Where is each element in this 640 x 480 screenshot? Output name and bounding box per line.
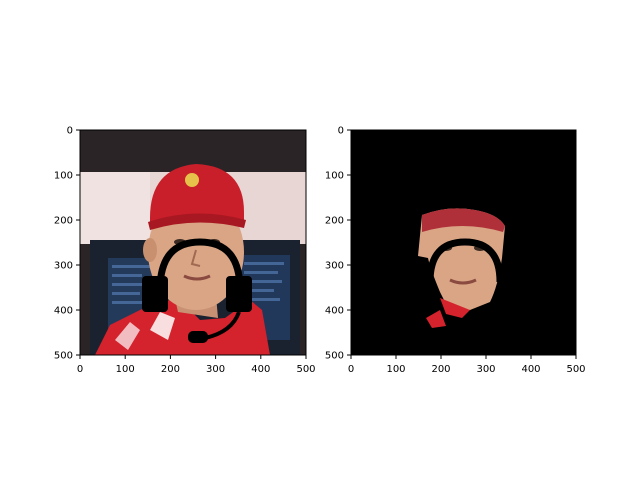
- segmented-mask: [351, 130, 576, 355]
- right-x-ticks: 0 100 200 300 400 500: [348, 355, 586, 375]
- y-tick-label: 300: [54, 261, 73, 272]
- x-tick-label: 0: [348, 364, 354, 375]
- left-x-ticks: 0 100 200 300 400 500: [77, 355, 316, 375]
- y-tick-label: 200: [325, 216, 344, 227]
- y-tick-label: 500: [325, 351, 344, 362]
- x-tick-label: 200: [431, 364, 450, 375]
- x-tick-label: 100: [116, 364, 135, 375]
- x-tick-label: 200: [161, 364, 180, 375]
- x-tick-label: 500: [296, 364, 315, 375]
- x-tick-label: 400: [251, 364, 270, 375]
- x-tick-label: 500: [566, 364, 585, 375]
- y-tick-label: 0: [67, 126, 73, 137]
- left-y-ticks: 0 100 200 300 400 500: [54, 126, 80, 362]
- y-tick-label: 0: [338, 126, 344, 137]
- x-tick-label: 300: [476, 364, 495, 375]
- x-tick-label: 300: [206, 364, 225, 375]
- y-tick-label: 400: [325, 306, 344, 317]
- right-y-ticks: 0 100 200 300 400 500: [325, 126, 351, 362]
- y-tick-label: 100: [325, 171, 344, 182]
- y-tick-label: 500: [54, 351, 73, 362]
- face-photo: [80, 130, 306, 355]
- y-tick-label: 300: [325, 261, 344, 272]
- left-plot-frame: [79, 129, 307, 356]
- y-tick-label: 200: [54, 216, 73, 227]
- x-tick-label: 0: [77, 364, 83, 375]
- x-tick-label: 100: [386, 364, 405, 375]
- y-tick-label: 400: [54, 306, 73, 317]
- headset-overlay: [142, 238, 252, 343]
- right-plot-frame: [350, 129, 577, 356]
- left-panel: 0 100 200 300 400 500 0 100 200 300 400 500: [54, 126, 316, 376]
- y-tick-label: 100: [54, 171, 73, 182]
- right-panel: 0 100 200 300 400 500 0 100 200 300 400 500: [325, 126, 586, 376]
- x-tick-label: 400: [521, 364, 540, 375]
